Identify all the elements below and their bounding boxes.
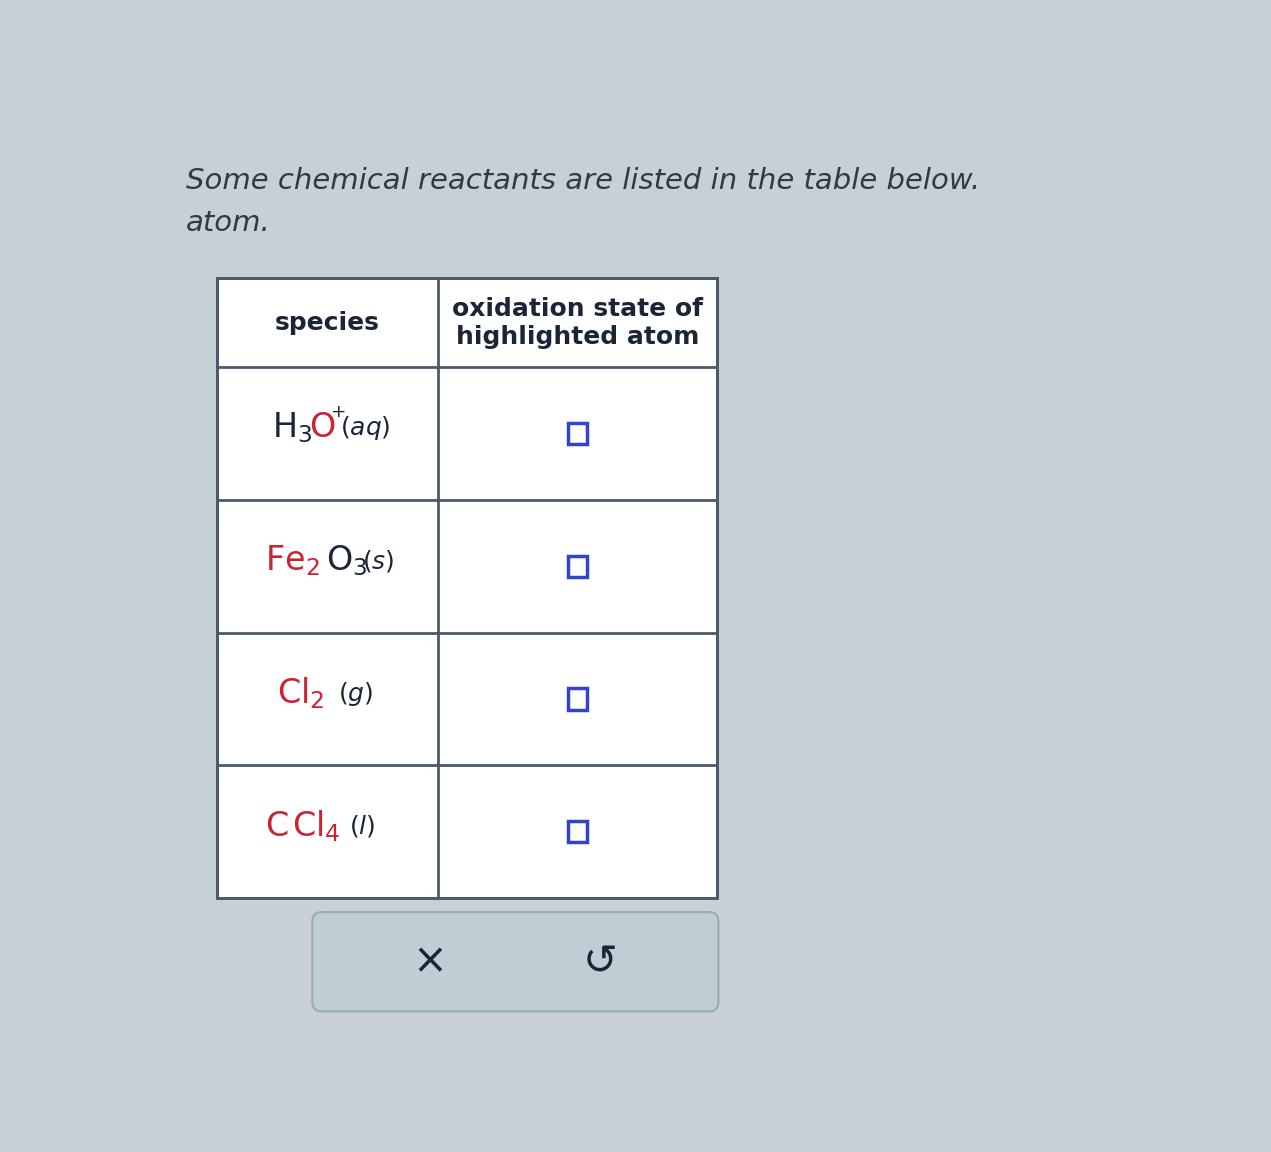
Text: $(aq)$: $(aq)$ (339, 414, 390, 442)
Bar (217, 279, 717, 899)
Text: $\mathregular{Fe_2}$: $\mathregular{Fe_2}$ (266, 544, 320, 578)
FancyBboxPatch shape (313, 912, 718, 1011)
Text: Some chemical reactants are listed in the table below.: Some chemical reactants are listed in th… (186, 167, 980, 195)
Bar (568, 689, 587, 710)
Text: atom.: atom. (186, 209, 271, 237)
Text: $\mathregular{C}$: $\mathregular{C}$ (266, 810, 289, 843)
Text: species: species (275, 311, 380, 334)
Text: $\mathregular{H_3}$: $\mathregular{H_3}$ (272, 410, 311, 446)
Bar (568, 555, 587, 577)
Bar (568, 821, 587, 842)
Text: $(g)$: $(g)$ (338, 680, 372, 707)
Text: $\mathregular{O_3}$: $\mathregular{O_3}$ (325, 544, 367, 578)
Text: $\mathregular{O}$: $\mathregular{O}$ (309, 411, 336, 445)
Text: $(s)$: $(s)$ (362, 548, 395, 574)
Bar (568, 423, 587, 444)
Text: $\mathregular{Cl_2}$: $\mathregular{Cl_2}$ (277, 676, 324, 712)
Text: $\mathregular{+}$: $\mathregular{+}$ (329, 403, 346, 420)
Text: ×: × (413, 941, 447, 983)
Text: $\mathregular{Cl_4}$: $\mathregular{Cl_4}$ (292, 809, 341, 844)
Text: $(l)$: $(l)$ (350, 813, 375, 840)
Text: ↺: ↺ (583, 941, 618, 983)
Text: oxidation state of
highlighted atom: oxidation state of highlighted atom (452, 297, 703, 349)
